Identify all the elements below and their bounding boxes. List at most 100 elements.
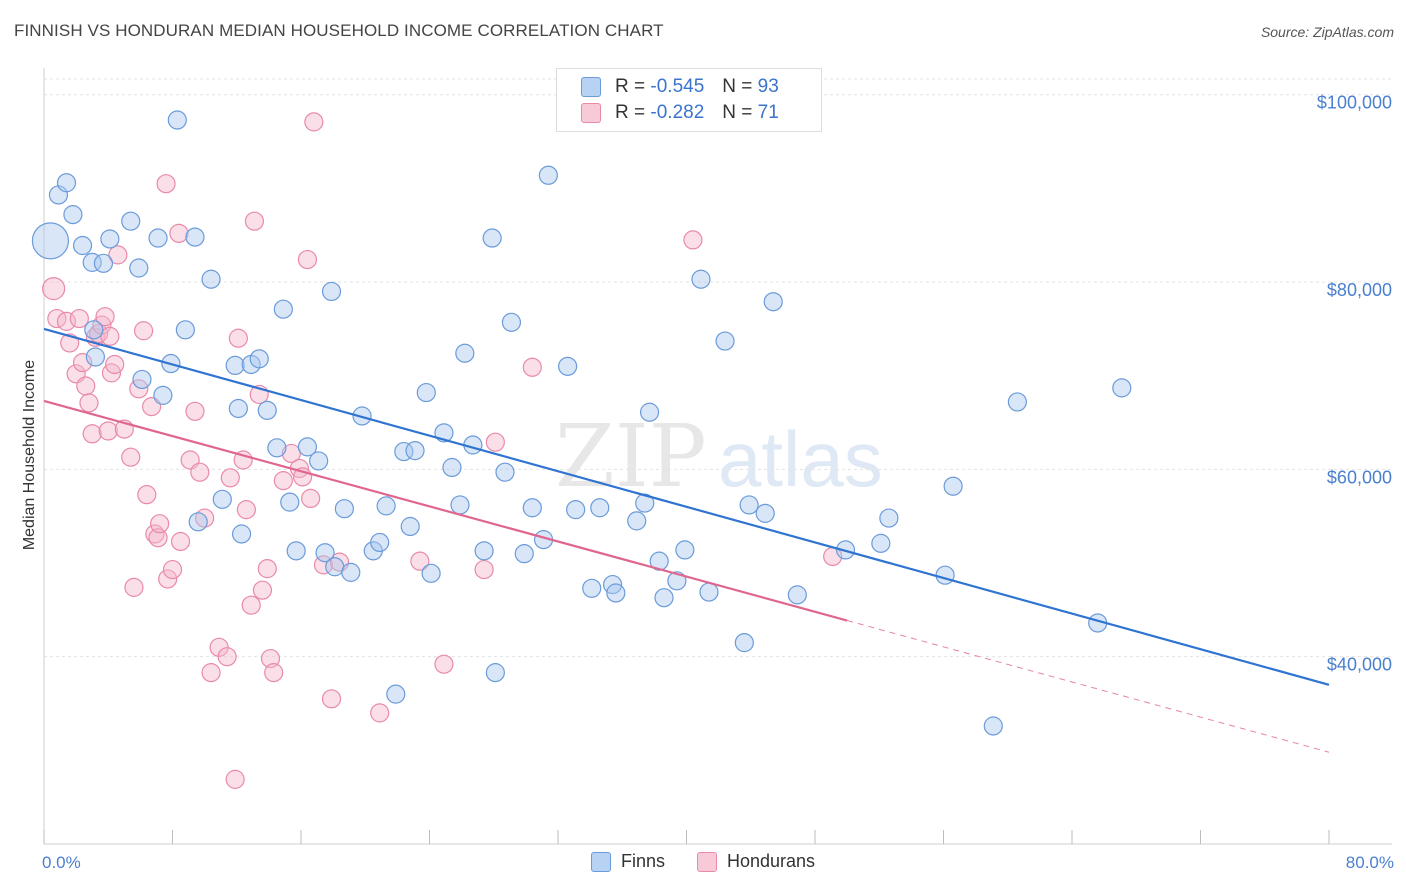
hondurans-point	[98, 421, 118, 441]
hondurans-point	[485, 432, 505, 452]
finns-point	[635, 493, 655, 513]
finns-point	[370, 532, 390, 553]
hondurans-point	[133, 321, 154, 341]
finns-point	[983, 716, 1003, 736]
hondurans-point	[137, 485, 157, 505]
finns-r-value: -0.545	[650, 76, 705, 97]
y-tick-label: $40,000	[1327, 655, 1392, 675]
hondurans-point	[169, 223, 189, 243]
finns-point	[879, 508, 899, 528]
hondurans-point	[321, 689, 342, 709]
finns-point	[400, 516, 420, 537]
finns-point	[31, 222, 70, 260]
finns-point	[405, 441, 425, 461]
finns-point	[129, 258, 149, 278]
finns-point	[280, 492, 300, 512]
finns-point	[566, 500, 586, 520]
finns-point	[93, 253, 114, 273]
finns-point	[257, 400, 277, 420]
finns-point	[309, 451, 329, 471]
legend-row-finns: R = -0.545 N = 93	[581, 75, 779, 99]
hondurans-point	[220, 468, 240, 488]
hondurans-point	[145, 524, 165, 544]
hondurans-point	[148, 528, 168, 548]
hondurans-n-label: N =	[722, 102, 753, 123]
finns-point	[442, 457, 462, 478]
hondurans-point	[60, 333, 80, 353]
finns-legend-swatch	[590, 851, 611, 872]
hondurans-point	[162, 559, 183, 580]
finns-point	[175, 320, 195, 340]
trend-lines	[43, 327, 1330, 753]
finns-point	[755, 503, 775, 523]
finns-r-label: R =	[615, 76, 646, 97]
finns-point	[482, 228, 502, 248]
finns-point	[455, 343, 475, 363]
finns-point	[148, 228, 168, 248]
hondurans-point	[69, 308, 89, 329]
finns-point	[675, 540, 695, 560]
legend-item-hondurans[interactable]: Hondurans	[696, 851, 816, 872]
finns-point	[590, 498, 610, 518]
hondurans-point	[236, 500, 256, 520]
finns-point	[734, 633, 754, 653]
finns-point	[627, 511, 647, 531]
hondurans-point	[683, 230, 703, 250]
finns-point	[416, 382, 436, 403]
series-legend: Finns Hondurans	[0, 851, 1406, 872]
hondurans-point	[79, 393, 99, 413]
finns-point	[325, 557, 345, 577]
hondurans-point	[158, 569, 178, 589]
x-tick-min: 0.0%	[42, 853, 81, 872]
finns-point	[273, 299, 293, 319]
hondurans-point	[105, 354, 125, 375]
finns-point	[474, 541, 494, 561]
finns-point	[212, 489, 232, 509]
hondurans-r-value: -0.282	[650, 102, 705, 123]
finns-point	[286, 541, 306, 561]
finns-point	[1112, 378, 1132, 398]
finns-point	[201, 269, 221, 289]
hondurans-point	[217, 647, 237, 667]
hondurans-point	[225, 769, 245, 789]
finns-point	[871, 533, 891, 553]
finns-point	[56, 173, 77, 193]
finns-point	[185, 227, 205, 247]
finns-legend-label: Finns	[620, 851, 665, 871]
hondurans-point	[522, 357, 542, 377]
watermark-atlas: atlas	[718, 415, 883, 503]
finns-point	[715, 331, 735, 351]
hondurans-swatch	[581, 103, 601, 123]
finns-point	[63, 205, 83, 225]
hondurans-point	[156, 174, 176, 194]
hondurans-point	[260, 648, 281, 669]
hondurans-points	[42, 112, 843, 789]
finns-point	[763, 292, 783, 312]
hondurans-n-value: 71	[757, 102, 779, 123]
hondurans-point	[228, 328, 248, 348]
finns-point	[485, 663, 505, 683]
hondurans-legend-label: Hondurans	[726, 851, 816, 871]
hondurans-point	[42, 277, 66, 301]
finns-points	[31, 110, 1132, 736]
finns-point	[450, 495, 470, 515]
finns-point	[334, 499, 354, 519]
finns-point	[121, 211, 141, 231]
finns-point	[72, 235, 93, 256]
legend-item-finns[interactable]: Finns	[590, 851, 665, 872]
finns-point	[231, 524, 252, 544]
hondurans-point	[170, 531, 191, 552]
hondurans-point	[100, 326, 120, 346]
hondurans-point	[474, 559, 494, 580]
finns-point	[225, 355, 245, 376]
finns-point	[188, 512, 208, 532]
finns-point	[297, 437, 318, 457]
finns-point	[321, 281, 342, 302]
hondurans-trend-extension	[846, 620, 1330, 753]
finns-point	[538, 165, 558, 185]
finns-point	[84, 320, 104, 340]
finns-point	[100, 229, 120, 249]
hondurans-point	[370, 703, 390, 723]
hondurans-point	[252, 580, 273, 600]
finns-point	[699, 582, 719, 602]
